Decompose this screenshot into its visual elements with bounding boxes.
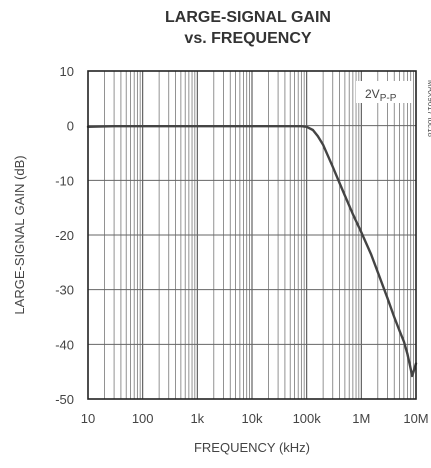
x-tick-label: 10k [242, 411, 263, 426]
x-tick-label: 100k [293, 411, 322, 426]
plot-frame [87, 70, 417, 400]
chart-title-line1: LARGE-SIGNAL GAIN [165, 9, 331, 26]
x-tick-label: 1k [190, 411, 204, 426]
x-tick-label: 10M [403, 411, 428, 426]
y-tick-label: -10 [55, 173, 74, 188]
chart-title-line2: vs. FREQUENCY [184, 30, 311, 47]
y-tick-label: 0 [67, 119, 74, 134]
series-layer [86, 124, 418, 378]
annotation-box [356, 81, 412, 103]
y-tick-labels: 10 0 -10 -20 -30 -40 -50 [55, 64, 74, 407]
y-tick-label: -40 [55, 337, 74, 352]
grid [88, 71, 416, 399]
part-id-label: MAX9617 toc18 [426, 80, 431, 137]
y-axis-title: LARGE-SIGNAL GAIN (dB) [12, 155, 27, 314]
y-tick-label: -50 [55, 392, 74, 407]
gain-curve [86, 124, 418, 378]
x-tick-label: 100 [132, 411, 154, 426]
x-axis-title: FREQUENCY (kHz) [194, 440, 310, 455]
x-tick-labels: 10 100 1k 10k 100k 1M 10M [81, 411, 429, 426]
x-tick-label: 1M [352, 411, 370, 426]
y-tick-label: -30 [55, 283, 74, 298]
y-tick-label: -20 [55, 228, 74, 243]
x-tick-label: 10 [81, 411, 95, 426]
y-tick-label: 10 [60, 64, 74, 79]
annotation-main: 2V [365, 87, 380, 101]
annotation-label: 2VP-P [365, 87, 397, 104]
annotation-sub: P-P [380, 93, 397, 104]
